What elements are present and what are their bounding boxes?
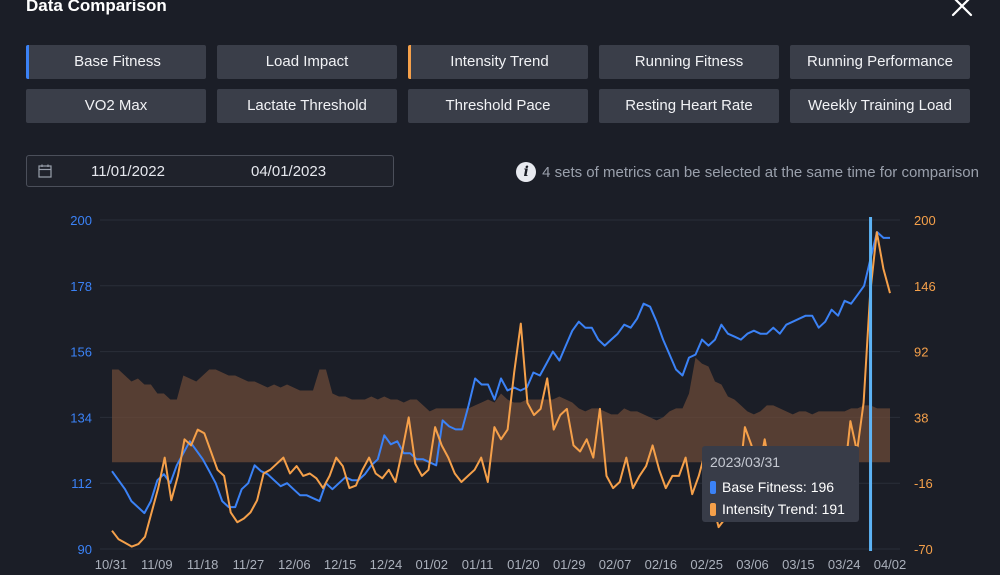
x-tick-label: 11/27	[233, 557, 265, 572]
series-swatch	[710, 502, 716, 516]
y-left-tick-label: 90	[78, 542, 92, 557]
comparison-chart: 200 178 156 134 112 90 200 146 92 38 -16 -70 10/31 11…	[70, 213, 936, 572]
start-date[interactable]: 11/01/2022	[91, 163, 165, 180]
metric-selector: Base Fitness Load Impact Intensity Trend…	[26, 45, 980, 123]
metric-running-performance-button[interactable]: Running Performance	[790, 45, 970, 79]
y-left-tick-label: 112	[71, 476, 92, 491]
tooltip-row-base-fitness: Base Fitness: 196	[710, 476, 851, 498]
y-right-tick-label: 38	[914, 410, 928, 425]
tooltip-row-intensity-trend: Intensity Trend: 191	[710, 498, 851, 520]
load-area	[112, 357, 890, 463]
info-icon: i	[516, 162, 537, 182]
x-tick-label: 11/18	[187, 557, 219, 572]
metric-lactate-threshold-button[interactable]: Lactate Threshold	[217, 89, 397, 123]
x-tick-label: 02/07	[599, 557, 632, 572]
base-fitness-line	[111, 231, 890, 515]
hint-text: 4 sets of metrics can be selected at the…	[542, 163, 979, 181]
tooltip-date: 2023/03/31	[710, 454, 781, 470]
x-tick-label: 01/29	[553, 557, 586, 572]
metric-resting-heart-rate-button[interactable]: Resting Heart Rate	[599, 89, 779, 123]
x-tick-label: 02/16	[645, 557, 678, 572]
header: Data Comparison	[0, 0, 1000, 22]
metric-intensity-trend-button[interactable]: Intensity Trend	[408, 45, 588, 79]
series-swatch	[710, 480, 716, 494]
x-tick-label: 01/11	[462, 557, 494, 572]
x-tick-label: 03/15	[782, 557, 815, 572]
y-right-tick-label: 92	[914, 345, 928, 360]
y-right-tick-label: -70	[914, 542, 933, 557]
tooltip-value: Base Fitness: 196	[722, 479, 835, 495]
y-left-tick-label: 156	[70, 345, 92, 360]
x-tick-label: 03/24	[828, 557, 861, 572]
y-left-tick-label: 200	[70, 213, 92, 228]
x-tick-label: 02/25	[690, 557, 723, 572]
x-tick-label: 04/02	[874, 557, 907, 572]
date-range-picker[interactable]: 11/01/2022 04/01/2023	[26, 155, 394, 187]
tooltip-value: Intensity Trend: 191	[722, 501, 845, 517]
selection-hint: i 4 sets of metrics can be selected at t…	[516, 162, 979, 182]
metric-running-fitness-button[interactable]: Running Fitness	[599, 45, 779, 79]
close-icon[interactable]	[950, 0, 974, 18]
x-tick-label: 10/31	[95, 557, 128, 572]
metric-base-fitness-button[interactable]: Base Fitness	[26, 45, 206, 79]
chart-tooltip: 2023/03/31 Base Fitness: 196 Intensity T…	[702, 446, 859, 522]
y-right-tick-label: -16	[914, 476, 933, 491]
y-right-tick-label: 200	[914, 213, 936, 228]
metric-threshold-pace-button[interactable]: Threshold Pace	[408, 89, 588, 123]
x-tick-label: 03/06	[736, 557, 769, 572]
metric-weekly-training-load-button[interactable]: Weekly Training Load	[790, 89, 970, 123]
y-left-tick-label: 178	[70, 279, 92, 294]
metric-load-impact-button[interactable]: Load Impact	[217, 45, 397, 79]
end-date[interactable]: 04/01/2023	[251, 163, 327, 180]
x-tick-label: 12/06	[278, 557, 311, 572]
y-right-tick-label: 146	[914, 279, 936, 294]
metric-vo2-max-button[interactable]: VO2 Max	[26, 89, 206, 123]
x-tick-label: 12/24	[370, 557, 403, 572]
x-tick-label: 12/15	[324, 557, 357, 572]
x-tick-label: 01/02	[415, 557, 448, 572]
x-tick-label: 11/09	[141, 557, 173, 572]
x-tick-label: 01/20	[507, 557, 540, 572]
y-left-tick-label: 134	[70, 410, 92, 425]
page-title: Data Comparison	[26, 0, 167, 15]
calendar-icon	[38, 164, 52, 178]
